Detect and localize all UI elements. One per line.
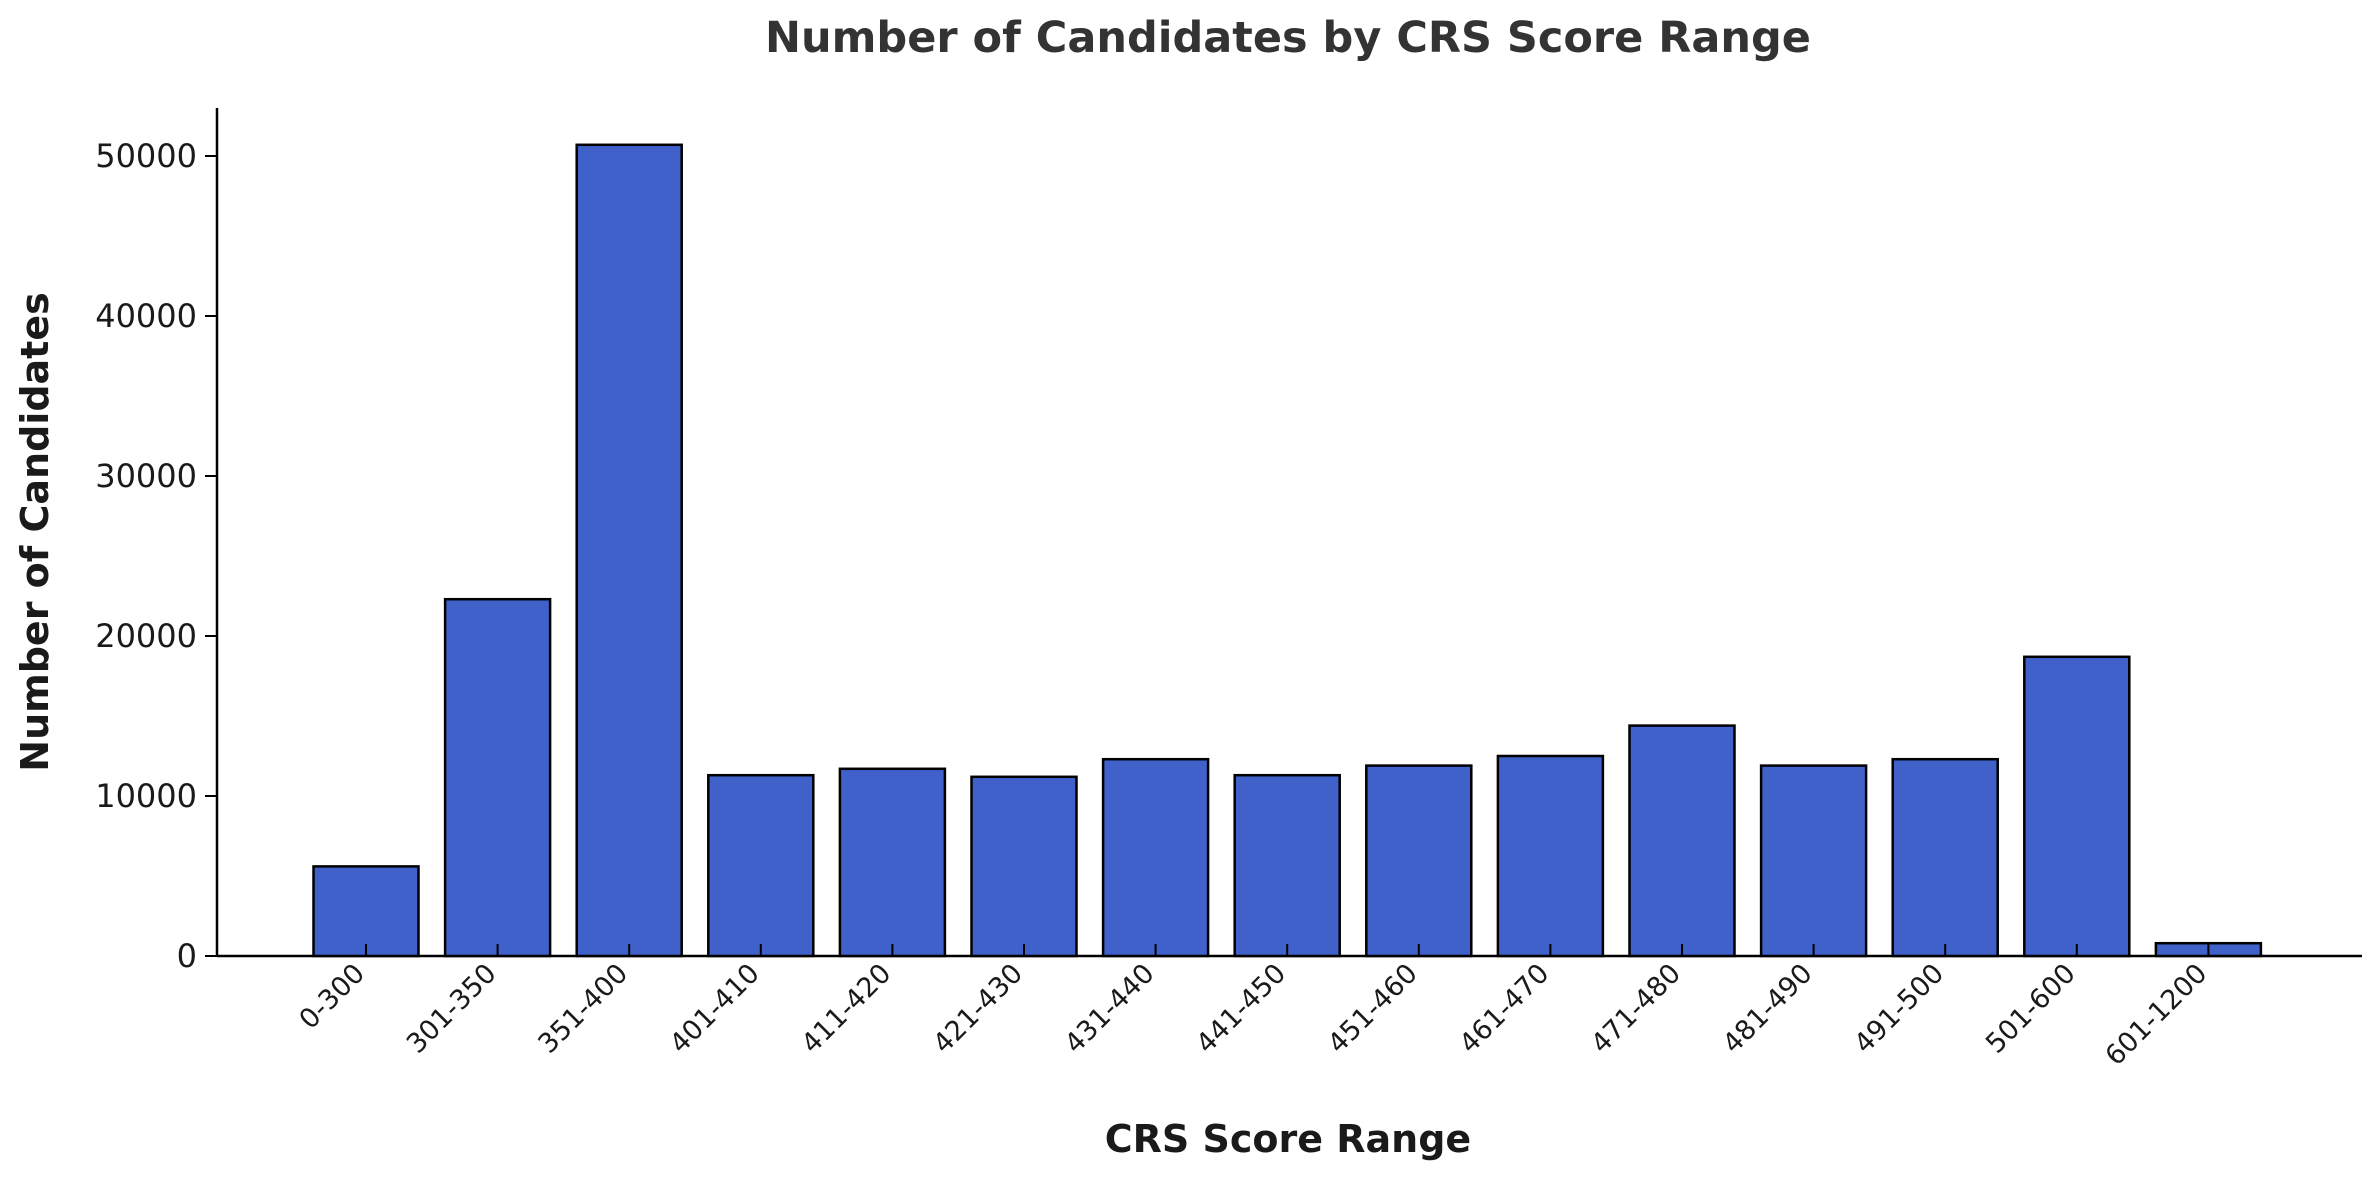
bar [838, 767, 947, 958]
bar [1628, 724, 1736, 958]
bar [1496, 754, 1605, 958]
x-tick-label: 471-480 [1585, 958, 1687, 1060]
bars [312, 143, 2263, 958]
x-tick-label: 351-400 [532, 958, 634, 1060]
y-axis-ticks: 0 10000 20000 30000 40000 50000 [95, 137, 217, 975]
y-tick-label: 50000 [95, 137, 197, 175]
x-tick-label: 0-300 [294, 958, 371, 1035]
x-tick-label: 491-500 [1848, 958, 1950, 1060]
y-tick-label: 20000 [95, 617, 197, 655]
x-tick-label: 461-470 [1454, 958, 1556, 1060]
x-tick-label: 301-350 [401, 958, 503, 1060]
plot-area: 0 10000 20000 30000 40000 50000 0-300 301-350 3… [95, 108, 2362, 1072]
y-tick-label: 30000 [95, 457, 197, 495]
bar [707, 773, 815, 958]
x-tick-label: 501-600 [1980, 958, 2082, 1060]
bar [1891, 757, 1999, 958]
x-tick-label: 441-450 [1190, 958, 1292, 1060]
chart-title: Number of Candidates by CRS Score Range [765, 13, 1811, 63]
bar [970, 775, 1078, 958]
x-axis-label: CRS Score Range [1105, 1117, 1471, 1161]
bar [1365, 764, 1473, 958]
y-tick-label: 0 [177, 937, 197, 975]
x-tick-label: 411-420 [796, 958, 898, 1060]
x-tick-label: 401-410 [664, 958, 766, 1060]
y-tick-label: 40000 [95, 297, 197, 335]
x-tick-label: 431-440 [1059, 958, 1161, 1060]
bar [312, 865, 420, 958]
y-axis-label: Number of Candidates [13, 292, 57, 771]
x-tick-label: 451-460 [1322, 958, 1424, 1060]
bar [1101, 757, 1210, 958]
bar [2023, 655, 2131, 958]
bar [443, 597, 552, 958]
bar [1759, 764, 1868, 958]
y-tick-label: 10000 [95, 777, 197, 815]
x-tick-label: 421-430 [927, 958, 1029, 1060]
x-tick-label: 481-490 [1717, 958, 1819, 1060]
x-axis-ticks: 0-300 301-350 351-400 401-410 411-420 421-430… [294, 944, 2214, 1072]
bar [1233, 773, 1341, 958]
x-tick-label: 601-1200 [2100, 958, 2214, 1072]
bar [575, 143, 683, 958]
